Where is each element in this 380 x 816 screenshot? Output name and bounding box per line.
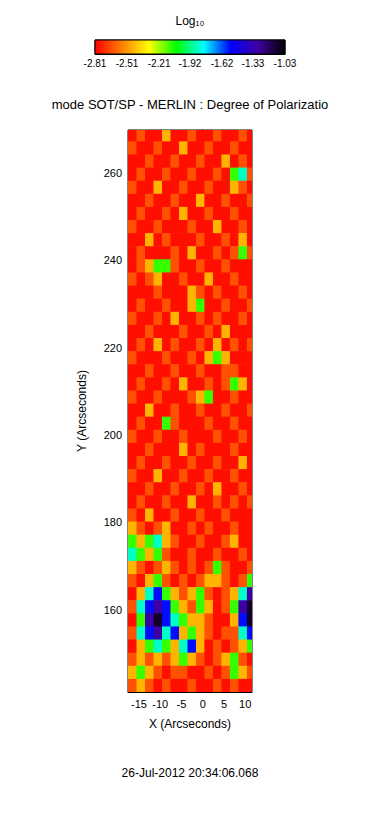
svg-text:5: 5 bbox=[221, 698, 227, 710]
svg-text:-1.62: -1.62 bbox=[211, 58, 234, 69]
svg-text:Y (Arcseconds): Y (Arcseconds) bbox=[75, 370, 89, 452]
svg-text:26-Jul-2012 20:34:06.068: 26-Jul-2012 20:34:06.068 bbox=[122, 766, 259, 780]
svg-text:160: 160 bbox=[104, 604, 122, 616]
svg-text:10: 10 bbox=[239, 698, 251, 710]
svg-text:-1.33: -1.33 bbox=[242, 58, 265, 69]
svg-text:X (Arcseconds): X (Arcseconds) bbox=[149, 717, 231, 731]
svg-text:-2.51: -2.51 bbox=[116, 58, 139, 69]
svg-text:-2.81: -2.81 bbox=[84, 58, 107, 69]
svg-text:-15: -15 bbox=[131, 698, 147, 710]
svg-text:mode SOT/SP - MERLIN : Degree: mode SOT/SP - MERLIN : Degree of Polariz… bbox=[52, 97, 328, 112]
svg-text:-5: -5 bbox=[177, 698, 187, 710]
svg-text:240: 240 bbox=[104, 254, 122, 266]
svg-text:220: 220 bbox=[104, 342, 122, 354]
svg-text:180: 180 bbox=[104, 516, 122, 528]
svg-text:-1.92: -1.92 bbox=[179, 58, 202, 69]
svg-text:-2.21: -2.21 bbox=[148, 58, 171, 69]
svg-text:-10: -10 bbox=[152, 698, 168, 710]
svg-text:260: 260 bbox=[104, 167, 122, 179]
svg-text:-1.03: -1.03 bbox=[274, 58, 297, 69]
svg-text:0: 0 bbox=[200, 698, 206, 710]
svg-text:200: 200 bbox=[104, 429, 122, 441]
svg-text:Log₁₀: Log₁₀ bbox=[175, 14, 204, 28]
